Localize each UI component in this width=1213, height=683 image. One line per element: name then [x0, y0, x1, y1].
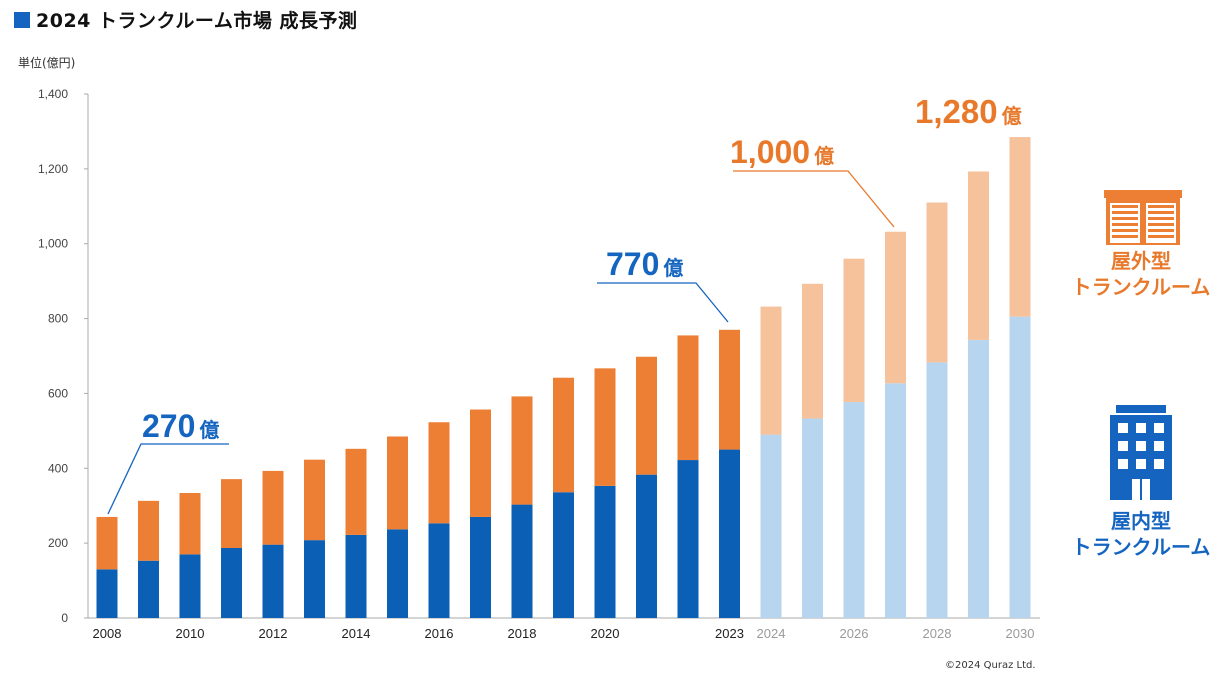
unit-label: 単位(億円) [18, 56, 76, 70]
bar-outdoor-2009 [138, 500, 159, 561]
x-tick-label-2030: 2030 [1006, 626, 1035, 641]
bar-indoor-2021 [636, 474, 657, 618]
bar-indoor-2015 [387, 529, 408, 618]
storage-unit-icon [1104, 190, 1182, 245]
x-tick-label-2028: 2028 [923, 626, 952, 641]
bar-indoor-2025 [802, 418, 823, 618]
x-tick-label-2014: 2014 [342, 626, 371, 641]
y-tick-label: 1,200 [38, 162, 68, 176]
callout-number-2008: 270 [142, 408, 195, 444]
bar-indoor-2008 [96, 569, 118, 618]
y-tick-label: 1,400 [38, 87, 68, 101]
building-icon [1110, 405, 1172, 500]
bar-indoor-2013 [304, 540, 325, 618]
bar-indoor-2030 [1009, 316, 1031, 618]
bar-indoor-2028 [926, 362, 948, 618]
bar-outdoor-2015 [387, 436, 408, 530]
x-tick-label-2010: 2010 [176, 626, 205, 641]
legend-outdoor-line1: 屋外型 [1111, 249, 1171, 273]
bar-outdoor-2018 [511, 396, 533, 505]
bar-indoor-2020 [594, 485, 616, 618]
chart-title: 2024 トランクルーム市場 成長予測 [14, 6, 357, 33]
y-tick-label: 400 [48, 461, 68, 475]
title-text: 2024 トランクルーム市場 成長予測 [36, 10, 358, 32]
bar-outdoor-2029 [968, 171, 989, 340]
bar-outdoor-2017 [470, 409, 491, 517]
x-tick-label-2012: 2012 [259, 626, 288, 641]
bar-indoor-2019 [553, 492, 574, 618]
bar-outdoor-2016 [428, 422, 450, 524]
legend-indoor-line2: トランクルーム [1071, 535, 1211, 559]
x-tick-label-2023: 2023 [715, 626, 744, 641]
callout-2023: 770 億 [606, 246, 683, 282]
callout-2008: 270 億 [142, 408, 219, 444]
x-tick-label-2026: 2026 [840, 626, 869, 641]
bar-indoor-2022 [677, 460, 699, 618]
callout-suffix-2027: 億 [814, 144, 834, 168]
callout-suffix-2008: 億 [199, 418, 219, 442]
bar-indoor-2017 [470, 516, 491, 618]
bar-indoor-2016 [428, 523, 450, 618]
callout-number-2027: 1,000 [730, 134, 810, 170]
title-square-icon [14, 11, 30, 28]
y-tick-label: 0 [61, 611, 68, 625]
y-tick-label: 1,000 [38, 237, 68, 251]
callout-number-2030: 1,280 [915, 93, 998, 130]
callout-2027: 1,000 億 [730, 134, 834, 170]
callout-2030: 1,280 億 [915, 93, 1022, 130]
bar-outdoor-2022 [677, 335, 699, 461]
bar-outdoor-2012 [262, 470, 284, 545]
bar-outdoor-2023 [719, 329, 740, 450]
bar-indoor-2026 [843, 402, 865, 618]
x-tick-label-2008: 2008 [93, 626, 122, 641]
x-tick-label-2024: 2024 [757, 626, 786, 641]
x-tick-label-2020: 2020 [591, 626, 620, 641]
bar-indoor-2009 [138, 560, 159, 618]
bar-indoor-2012 [262, 544, 284, 618]
bar-indoor-2011 [221, 548, 242, 618]
bar-outdoor-2011 [221, 479, 242, 549]
bar-outdoor-2008 [96, 516, 118, 570]
bar-outdoor-2028 [926, 202, 948, 363]
callout-leader-2027 [733, 170, 895, 228]
bar-outdoor-2013 [304, 459, 325, 541]
bar-indoor-2023 [719, 449, 740, 618]
copyright-text: ©2024 Quraz Ltd. [945, 660, 1036, 671]
callout-number-2023: 770 [606, 246, 659, 282]
bar-indoor-2029 [968, 339, 989, 618]
bar-outdoor-2014 [345, 448, 367, 535]
bar-outdoor-2019 [553, 377, 574, 493]
y-tick-label: 200 [48, 536, 68, 550]
y-tick-label: 600 [48, 386, 68, 400]
callout-suffix-2023: 億 [663, 256, 683, 280]
bar-outdoor-2010 [179, 492, 201, 555]
callout-leader-2008 [107, 443, 229, 515]
legend-outdoor-line2: トランクルーム [1071, 275, 1211, 299]
bar-outdoor-2021 [636, 356, 657, 475]
legend-outdoor-label: 屋外型 トランクルーム [1066, 248, 1213, 300]
bar-indoor-2014 [345, 534, 367, 618]
bar-outdoor-2020 [594, 368, 616, 486]
callout-leader-2023 [597, 282, 729, 323]
legend-indoor-label: 屋内型 トランクルーム [1066, 508, 1213, 560]
bar-indoor-2018 [511, 504, 533, 618]
bar-outdoor-2030 [1009, 137, 1031, 317]
bar-outdoor-2025 [802, 283, 823, 419]
bar-indoor-2027 [885, 383, 906, 618]
legend-indoor-line1: 屋内型 [1111, 509, 1171, 533]
bar-outdoor-2024 [760, 306, 782, 435]
callout-suffix-2030: 億 [1002, 104, 1022, 128]
bar-outdoor-2026 [843, 258, 865, 403]
y-tick-label: 800 [48, 312, 68, 326]
x-tick-label-2016: 2016 [425, 626, 454, 641]
x-tick-label-2018: 2018 [508, 626, 537, 641]
bar-outdoor-2027 [885, 231, 906, 384]
bar-indoor-2010 [179, 554, 201, 618]
bar-indoor-2024 [760, 434, 782, 618]
